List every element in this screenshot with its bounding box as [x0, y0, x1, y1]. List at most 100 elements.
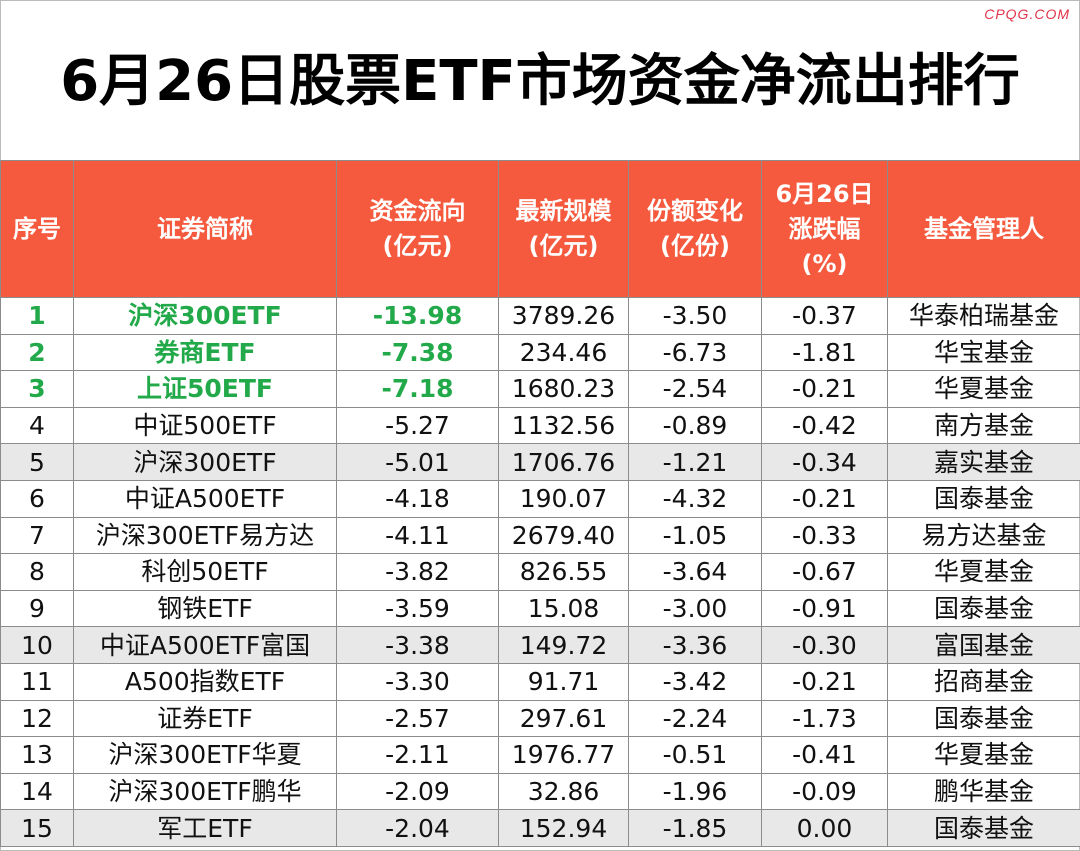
- cell-rank: 11: [0, 662, 74, 701]
- cell-price-change: -0.09: [761, 772, 888, 811]
- cell-share-change: -3.00: [628, 589, 762, 628]
- cell-scale: 1680.23: [498, 370, 629, 408]
- table-row: 11 A500指数ETF -3.30 91.71 -3.42 -0.21 招商基金: [0, 662, 1080, 701]
- header-rank: 序号: [0, 160, 74, 298]
- cell-name: 沪深300ETF: [73, 443, 337, 481]
- table-row: 12 证券ETF -2.57 297.61 -2.24 -1.73 国泰基金: [0, 699, 1080, 738]
- cell-name: 沪深300ETF华夏: [73, 736, 337, 774]
- table-row: 5 沪深300ETF -5.01 1706.76 -1.21 -0.34 嘉实基金: [0, 443, 1080, 481]
- cell-flow: -4.11: [336, 516, 499, 555]
- cell-price-change: -0.42: [761, 406, 888, 445]
- cell-flow: -2.11: [336, 736, 499, 774]
- cell-flow: -7.38: [336, 333, 499, 372]
- cell-scale: 149.72: [498, 626, 629, 664]
- table-row: 14 沪深300ETF鹏华 -2.09 32.86 -1.96 -0.09 鹏华基金: [0, 772, 1080, 811]
- cell-share-change: -0.51: [628, 736, 762, 774]
- cell-manager: 国泰基金: [887, 479, 1080, 518]
- cell-price-change: -0.21: [761, 370, 888, 408]
- cell-flow: -4.18: [336, 479, 499, 518]
- cell-name: 中证A500ETF富国: [73, 626, 337, 664]
- cell-price-change: -0.34: [761, 443, 888, 481]
- cell-price-change: -0.91: [761, 589, 888, 628]
- header-flow: 资金流向 (亿元): [336, 160, 499, 298]
- cell-share-change: -1.05: [628, 516, 762, 555]
- cell-rank: 9: [0, 589, 74, 628]
- cell-flow: -3.30: [336, 662, 499, 701]
- cell-rank: 13: [0, 736, 74, 774]
- cell-price-change: -0.33: [761, 516, 888, 555]
- cell-rank: 14: [0, 772, 74, 811]
- cell-price-change: -0.21: [761, 479, 888, 518]
- cell-scale: 1132.56: [498, 406, 629, 445]
- cell-price-change: -0.21: [761, 662, 888, 701]
- cell-manager: 华夏基金: [887, 736, 1080, 774]
- cell-scale: 32.86: [498, 772, 629, 811]
- cell-rank: 4: [0, 406, 74, 445]
- table-row: 4 中证500ETF -5.27 1132.56 -0.89 -0.42 南方基金: [0, 406, 1080, 445]
- cell-name: 中证500ETF: [73, 406, 337, 445]
- cell-name: 科创50ETF: [73, 553, 337, 591]
- table-row: 15 军工ETF -2.04 152.94 -1.85 0.00 国泰基金: [0, 809, 1080, 847]
- header-share-change: 份额变化 (亿份): [628, 160, 762, 298]
- cell-manager: 国泰基金: [887, 699, 1080, 738]
- cell-name: 军工ETF: [73, 809, 337, 847]
- table-row: 10 中证A500ETF富国 -3.38 149.72 -3.36 -0.30 富国基金: [0, 626, 1080, 664]
- cell-scale: 3789.26: [498, 297, 629, 335]
- cell-scale: 190.07: [498, 479, 629, 518]
- cell-manager: 鹏华基金: [887, 772, 1080, 811]
- cell-scale: 1706.76: [498, 443, 629, 481]
- cell-flow: -2.57: [336, 699, 499, 738]
- cell-name: 证券ETF: [73, 699, 337, 738]
- cell-manager: 富国基金: [887, 626, 1080, 664]
- cell-price-change: -1.81: [761, 333, 888, 372]
- cell-rank: 12: [0, 699, 74, 738]
- cell-manager: 南方基金: [887, 406, 1080, 445]
- cell-manager: 华泰柏瑞基金: [887, 297, 1080, 335]
- cell-share-change: -0.89: [628, 406, 762, 445]
- table-row: 3 上证50ETF -7.18 1680.23 -2.54 -0.21 华夏基金: [0, 370, 1080, 408]
- cell-price-change: -0.67: [761, 553, 888, 591]
- cell-price-change: -0.30: [761, 626, 888, 664]
- cell-share-change: -1.96: [628, 772, 762, 811]
- cell-name: 沪深300ETF: [73, 297, 337, 335]
- cell-manager: 嘉实基金: [887, 443, 1080, 481]
- cell-flow: -5.27: [336, 406, 499, 445]
- cell-price-change: -0.41: [761, 736, 888, 774]
- table-header-row: 序号 证券简称 资金流向 (亿元) 最新规模 (亿元) 份额变化 (亿份) 6月26日…: [0, 160, 1080, 298]
- cell-flow: -3.82: [336, 553, 499, 591]
- cell-share-change: -1.21: [628, 443, 762, 481]
- cell-share-change: -6.73: [628, 333, 762, 372]
- cell-scale: 2679.40: [498, 516, 629, 555]
- cell-rank: 10: [0, 626, 74, 664]
- cell-rank: 5: [0, 443, 74, 481]
- watermark: CPQG.COM: [984, 6, 1070, 22]
- cell-flow: -2.09: [336, 772, 499, 811]
- cell-rank: 7: [0, 516, 74, 555]
- cell-scale: 91.71: [498, 662, 629, 701]
- cell-flow: -5.01: [336, 443, 499, 481]
- cell-manager: 国泰基金: [887, 809, 1080, 847]
- cell-flow: -3.38: [336, 626, 499, 664]
- page-title: 6月26日股票ETF市场资金净流出排行: [60, 49, 1020, 114]
- table-row: 1 沪深300ETF -13.98 3789.26 -3.50 -0.37 华泰柏瑞基金: [0, 297, 1080, 335]
- header-name: 证券简称: [73, 160, 337, 298]
- cell-name: 沪深300ETF鹏华: [73, 772, 337, 811]
- cell-share-change: -1.85: [628, 809, 762, 847]
- cell-scale: 826.55: [498, 553, 629, 591]
- cell-scale: 234.46: [498, 333, 629, 372]
- cell-price-change: -0.37: [761, 297, 888, 335]
- cell-name: A500指数ETF: [73, 662, 337, 701]
- cell-price-change: -1.73: [761, 699, 888, 738]
- cell-scale: 152.94: [498, 809, 629, 847]
- cell-rank: 3: [0, 370, 74, 408]
- cell-manager: 招商基金: [887, 662, 1080, 701]
- cell-rank: 6: [0, 479, 74, 518]
- header-manager: 基金管理人: [887, 160, 1080, 298]
- cell-rank: 2: [0, 333, 74, 372]
- table-row: 13 沪深300ETF华夏 -2.11 1976.77 -0.51 -0.41 华夏基金: [0, 736, 1080, 774]
- cell-price-change: 0.00: [761, 809, 888, 847]
- cell-rank: 1: [0, 297, 74, 335]
- cell-rank: 15: [0, 809, 74, 847]
- cell-share-change: -2.24: [628, 699, 762, 738]
- header-scale: 最新规模 (亿元): [498, 160, 629, 298]
